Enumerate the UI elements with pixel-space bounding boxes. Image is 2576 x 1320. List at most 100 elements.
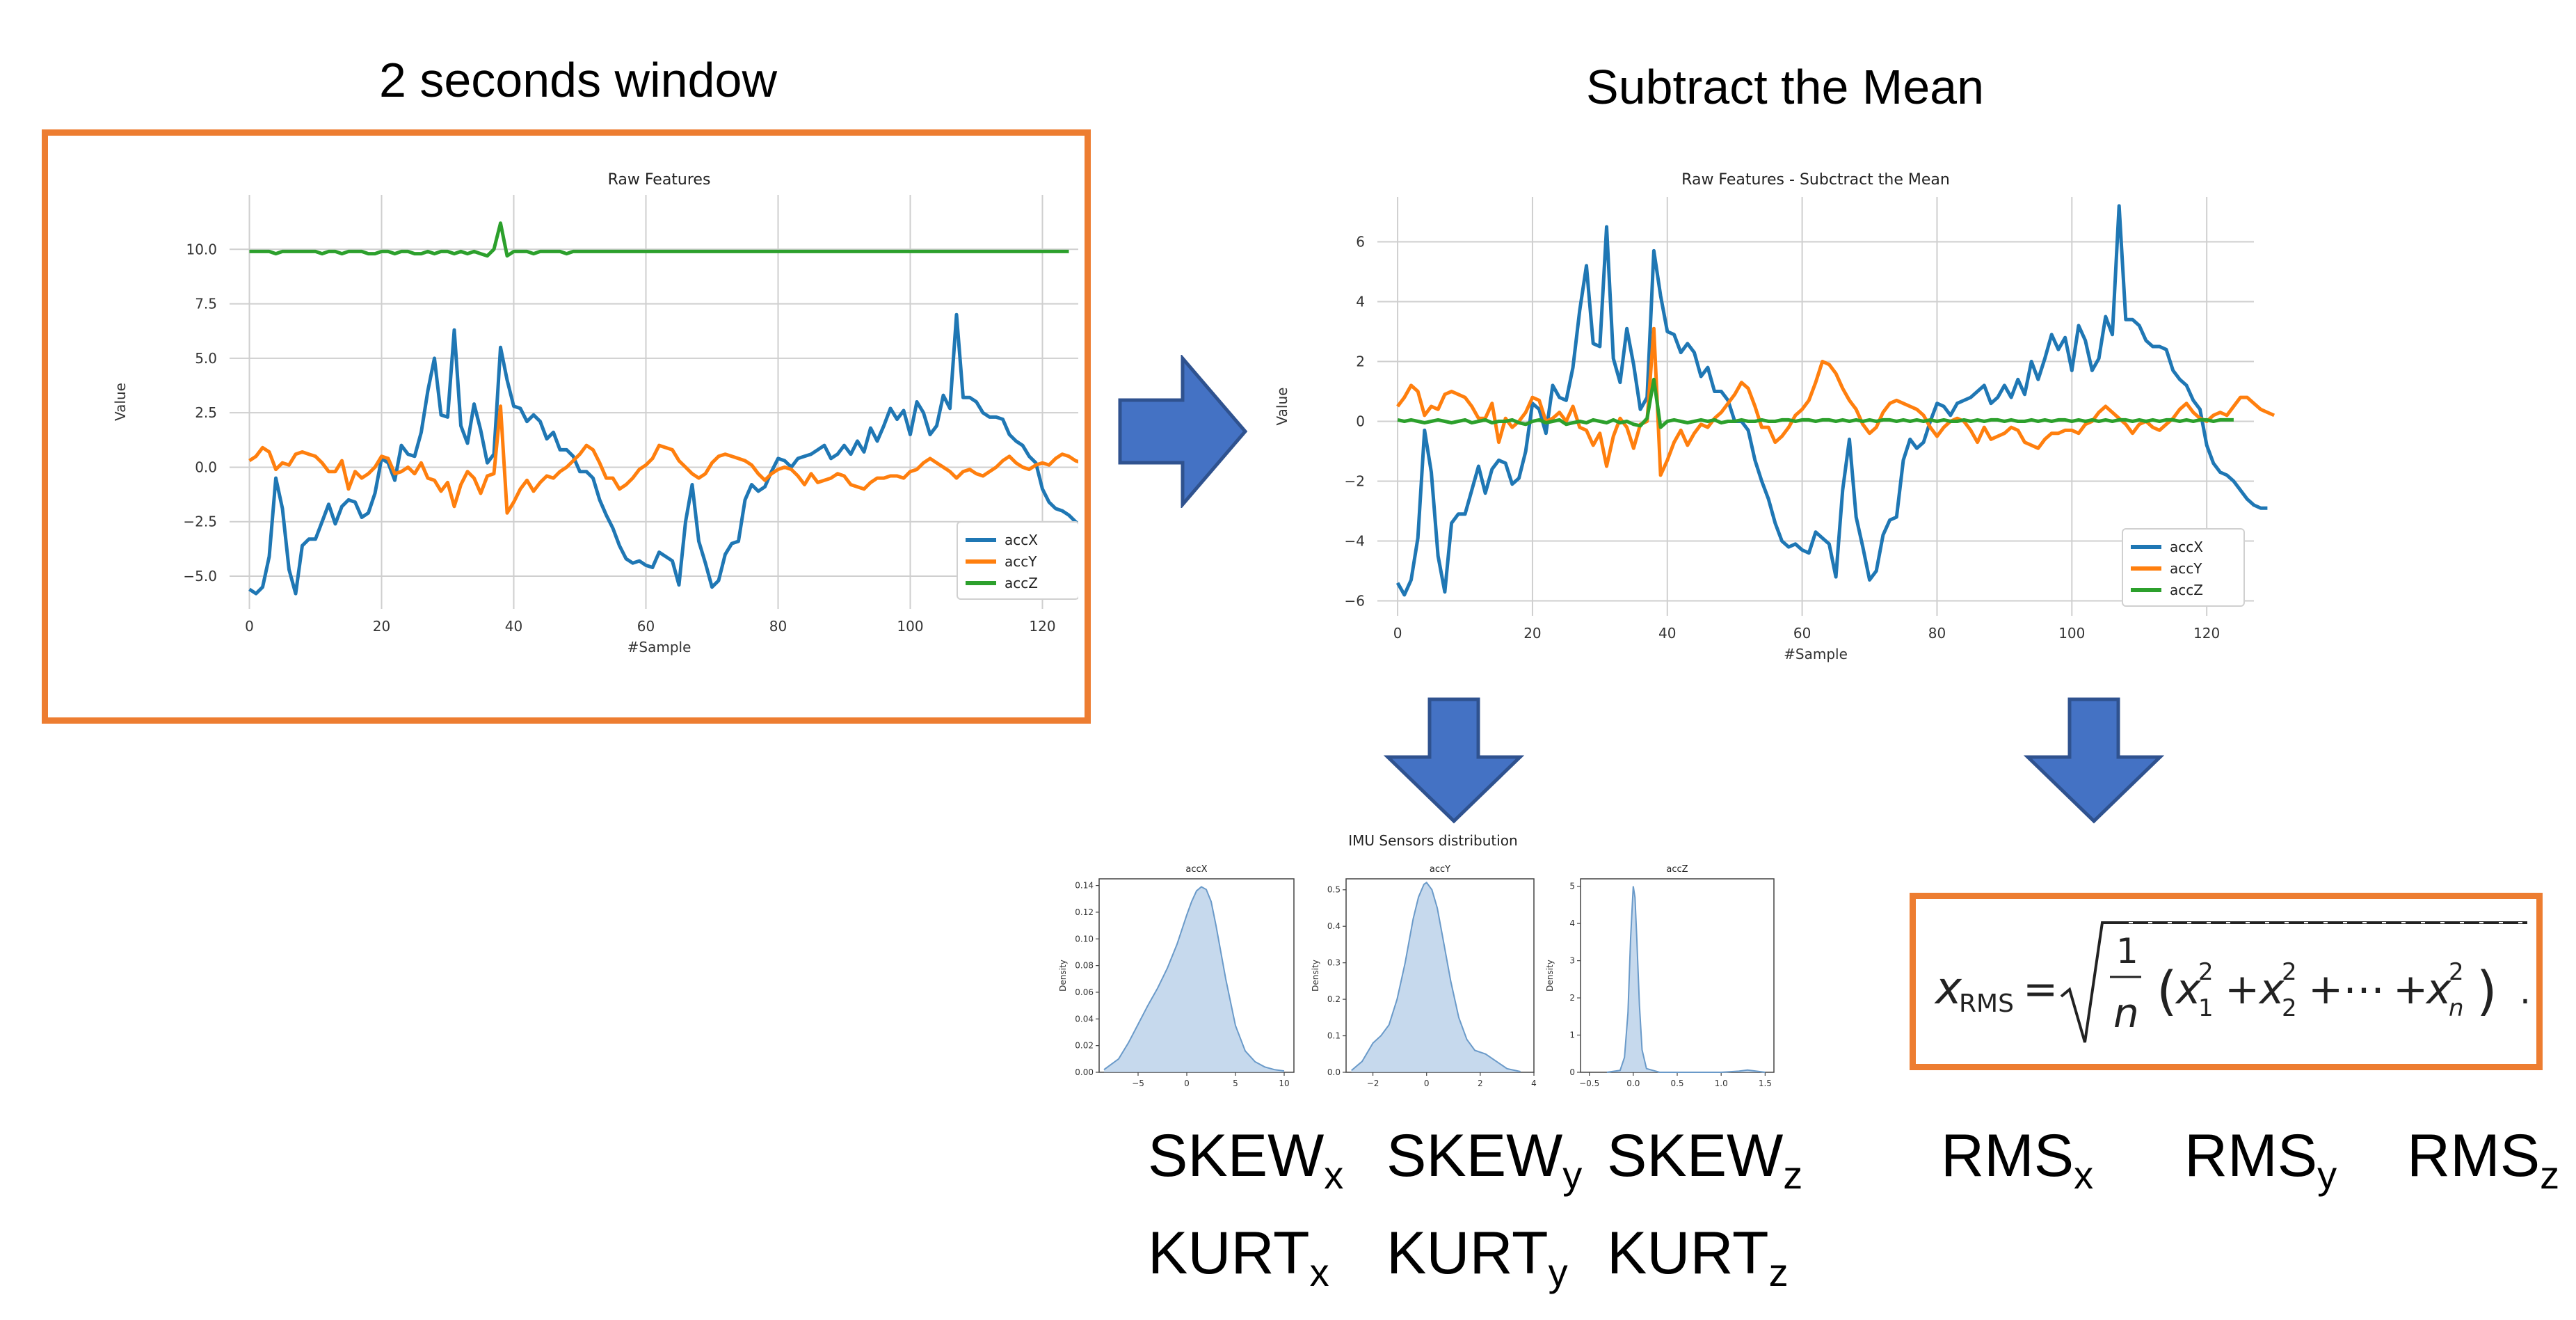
panel-frame bbox=[1580, 878, 1775, 1073]
y-tick-label: 0 bbox=[1569, 1067, 1575, 1077]
x-tick-label: 120 bbox=[1029, 618, 1055, 635]
x-tick-label: 5 bbox=[1233, 1079, 1238, 1088]
formula-tn-sub: n bbox=[2449, 994, 2464, 1022]
rms-formula-frame bbox=[1910, 893, 2543, 1070]
y-tick-label: −6 bbox=[1345, 593, 1365, 610]
panel-title: accX bbox=[1185, 864, 1207, 875]
x-tick-label: 20 bbox=[1523, 625, 1541, 642]
y-tick-label: 0.4 bbox=[1327, 921, 1341, 931]
y-tick-label: 5.0 bbox=[195, 350, 217, 367]
legend-label-accY: accY bbox=[1005, 553, 1037, 570]
formula-rparen: ) bbox=[2477, 960, 2497, 1021]
x-tick-label: 100 bbox=[897, 618, 923, 635]
x-tick-label: 0 bbox=[1184, 1079, 1190, 1088]
x-tick-label: 40 bbox=[505, 618, 522, 635]
skew-y-label: SKEWy bbox=[1386, 1122, 1583, 1197]
y-tick-label: 0.5 bbox=[1327, 885, 1341, 895]
y-tick-label: 6 bbox=[1356, 234, 1365, 251]
y-tick-label: 5 bbox=[1569, 882, 1575, 891]
y-tick-label: −4 bbox=[1345, 533, 1365, 550]
x-tick-label: 4 bbox=[1531, 1079, 1537, 1088]
subtract-title: Subtract the Mean bbox=[1586, 60, 1984, 114]
y-axis-label: Density bbox=[1058, 960, 1068, 992]
y-axis-label: Density bbox=[1311, 960, 1320, 992]
y-tick-label: 0.12 bbox=[1075, 907, 1094, 917]
x-tick-label: 0 bbox=[1393, 625, 1402, 642]
formula-num: 1 bbox=[2116, 931, 2138, 971]
legend-label-accX: accX bbox=[1005, 532, 1038, 548]
x-axis-label: #Sample bbox=[1784, 646, 1848, 662]
kde-line bbox=[1103, 886, 1285, 1072]
series-line-accY bbox=[1396, 326, 2275, 477]
x-tick-label: 0.0 bbox=[1626, 1079, 1640, 1088]
kde-line bbox=[1606, 886, 1766, 1073]
formula-lhs: x bbox=[1934, 963, 1962, 1015]
formula-tn: x bbox=[2425, 965, 2451, 1014]
series-line-accX bbox=[248, 312, 1078, 596]
rms-x-label: RMSx bbox=[1941, 1122, 2094, 1197]
kurt-x-label: KURTx bbox=[1148, 1220, 1329, 1294]
y-tick-label: 3 bbox=[1569, 956, 1575, 966]
rms-formula: x RMS = 1 n ( x 2 1 + x 2 2 + ⋯ + x 2 n … bbox=[1934, 921, 2531, 1043]
formula-tn-sup: 2 bbox=[2449, 958, 2464, 986]
formula-den: n bbox=[2113, 989, 2139, 1037]
y-tick-label: 2.5 bbox=[195, 404, 217, 421]
y-tick-label: 0.02 bbox=[1075, 1041, 1094, 1051]
formula-plus2: + bbox=[2308, 965, 2343, 1014]
y-axis-label: Density bbox=[1545, 960, 1555, 992]
down-arrow-icon bbox=[1383, 697, 1525, 824]
x-tick-label: 1.5 bbox=[1759, 1079, 1772, 1088]
legend-label-accZ: accZ bbox=[2170, 582, 2203, 598]
distribution-panel-accY: accY −2 0 2 4 0.0 0.1 0.2 0.3 0.4 0.5 Density bbox=[1311, 864, 1537, 1088]
y-tick-label: 0.04 bbox=[1075, 1014, 1094, 1024]
x-tick-label: 60 bbox=[637, 618, 655, 635]
x-tick-label: 0 bbox=[1424, 1079, 1430, 1088]
y-tick-label: 2 bbox=[1356, 353, 1365, 370]
x-tick-label: −2 bbox=[1367, 1079, 1379, 1088]
kde-area bbox=[1606, 886, 1766, 1072]
x-tick-label: 20 bbox=[373, 618, 390, 635]
y-tick-label: 0.3 bbox=[1327, 958, 1341, 968]
y-tick-label: −2.5 bbox=[183, 514, 217, 530]
kde-area bbox=[1351, 882, 1521, 1072]
down-arrow-icon bbox=[2023, 697, 2165, 824]
formula-t2: x bbox=[2258, 965, 2285, 1014]
formula-plus3: + bbox=[2393, 965, 2428, 1014]
y-tick-label: 0.08 bbox=[1075, 961, 1094, 971]
legend-label-accY: accY bbox=[2170, 560, 2202, 577]
y-tick-label: 7.5 bbox=[195, 296, 217, 312]
series-line-accY bbox=[248, 404, 1078, 515]
panel-title: accY bbox=[1430, 864, 1450, 875]
legend-label-accZ: accZ bbox=[1005, 575, 1038, 591]
raw-features-chart: Raw Features 0 20 40 60 80 100 120 −5.0 −2.5 0.0 2.… bbox=[112, 171, 1078, 655]
kde-line bbox=[1351, 881, 1521, 1072]
y-axis-label: Value bbox=[1274, 388, 1290, 426]
x-tick-label: 10 bbox=[1279, 1079, 1289, 1088]
y-tick-label: 0.0 bbox=[1327, 1067, 1341, 1077]
series-line-accZ bbox=[249, 221, 1069, 258]
skew-z-label: SKEWz bbox=[1607, 1122, 1803, 1197]
right-arrow-icon bbox=[1118, 355, 1248, 508]
y-tick-label: 4 bbox=[1356, 294, 1365, 310]
y-tick-label: 0.10 bbox=[1075, 934, 1094, 944]
rms-y-label: RMSy bbox=[2184, 1122, 2337, 1197]
x-axis-label: #Sample bbox=[627, 639, 691, 655]
x-tick-label: 80 bbox=[1928, 625, 1946, 642]
down-arrow-shape bbox=[1383, 697, 1525, 824]
skew-x-label: SKEWx bbox=[1148, 1122, 1344, 1197]
y-tick-label: 0.06 bbox=[1075, 987, 1094, 997]
y-tick-label: 0.0 bbox=[195, 459, 217, 475]
y-tick-label: 2 bbox=[1569, 993, 1575, 1003]
x-tick-label: 40 bbox=[1658, 625, 1676, 642]
kurt-z-label: KURTz bbox=[1607, 1220, 1789, 1294]
series-line-accZ bbox=[1397, 377, 2234, 429]
distribution-title: IMU Sensors distribution bbox=[1348, 832, 1517, 849]
sqrt-sign bbox=[2060, 921, 2527, 1043]
x-tick-label: 0.5 bbox=[1670, 1079, 1683, 1088]
y-tick-label: −2 bbox=[1345, 473, 1365, 490]
formula-t1-sup: 2 bbox=[2198, 958, 2214, 986]
distribution-panel-accZ: accZ −0.5 0.0 0.5 1.0 1.5 0 1 2 3 4 5 Density bbox=[1545, 864, 1775, 1088]
down-arrow-shape bbox=[2023, 697, 2165, 824]
panel-title: accZ bbox=[1666, 864, 1688, 875]
